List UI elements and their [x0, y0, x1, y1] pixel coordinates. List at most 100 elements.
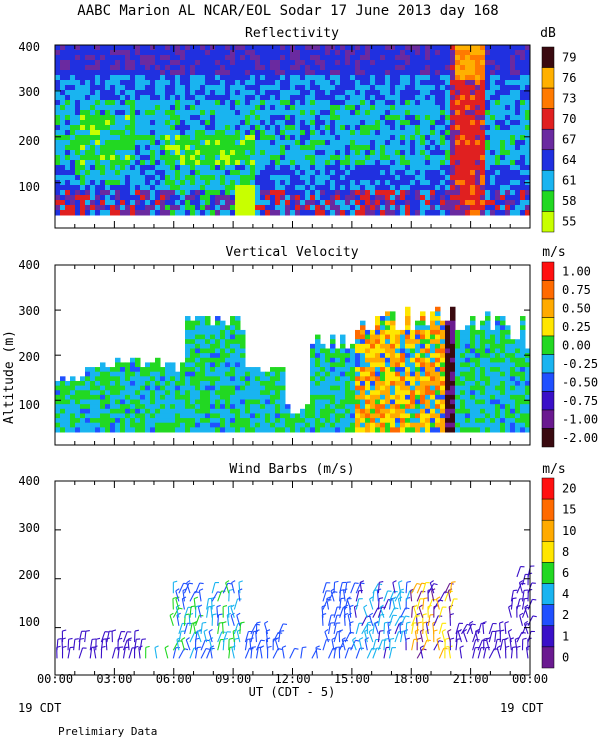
reflectivity-cell: [55, 45, 61, 51]
velocity-cell: [190, 320, 196, 326]
reflectivity-cell: [235, 80, 241, 86]
velocity-cell: [440, 422, 446, 428]
reflectivity-cell: [430, 85, 436, 91]
reflectivity-cell: [210, 150, 216, 156]
reflectivity-cell: [315, 145, 321, 151]
reflectivity-cell: [260, 90, 266, 96]
velocity-cell: [320, 399, 326, 405]
reflectivity-cell: [400, 135, 406, 141]
reflectivity-cell: [60, 80, 66, 86]
velocity-cell: [235, 371, 241, 377]
velocity-cell: [425, 353, 431, 359]
reflectivity-cell: [225, 115, 231, 121]
reflectivity-cell: [235, 125, 241, 131]
reflectivity-cell: [515, 145, 521, 151]
reflectivity-cell: [390, 120, 396, 126]
reflectivity-cell: [245, 155, 251, 161]
reflectivity-cell: [405, 60, 411, 66]
reflectivity-cell: [380, 190, 386, 196]
reflectivity-cell: [440, 105, 446, 111]
reflectivity-cell: [405, 120, 411, 126]
reflectivity-cell: [330, 100, 336, 106]
reflectivity-cell: [355, 135, 361, 141]
reflectivity-cell: [205, 90, 211, 96]
reflectivity-cell: [425, 115, 431, 121]
velocity-cell: [500, 367, 506, 373]
velocity-cell: [210, 367, 216, 373]
reflectivity-cell: [375, 115, 381, 121]
reflectivity-cell: [270, 200, 276, 206]
reflectivity-cell: [110, 80, 116, 86]
colorbar-label: 67: [562, 133, 576, 147]
velocity-cell: [430, 320, 436, 326]
reflectivity-cell: [490, 180, 496, 186]
reflectivity-cell: [330, 195, 336, 201]
velocity-cell: [455, 367, 461, 373]
reflectivity-cell: [445, 205, 451, 211]
velocity-cell: [205, 418, 211, 424]
reflectivity-cell: [330, 115, 336, 121]
velocity-cell: [395, 390, 401, 396]
reflectivity-cell: [70, 75, 76, 81]
reflectivity-cell: [470, 185, 476, 191]
reflectivity-cell: [370, 50, 376, 56]
reflectivity-cell: [315, 125, 321, 131]
velocity-cell: [145, 418, 151, 424]
velocity-cell: [470, 329, 476, 336]
velocity-cell: [150, 390, 156, 396]
velocity-cell: [395, 334, 401, 340]
reflectivity-cell: [175, 100, 181, 106]
velocity-cell: [315, 413, 321, 419]
reflectivity-cell: [85, 125, 91, 131]
reflectivity-cell: [145, 90, 151, 96]
velocity-cell: [270, 376, 276, 382]
reflectivity-cell: [105, 110, 111, 116]
reflectivity-cell: [440, 205, 446, 211]
reflectivity-cell: [265, 110, 271, 116]
velocity-cell: [125, 418, 131, 424]
reflectivity-cell: [130, 65, 136, 71]
velocity-cell: [380, 343, 386, 349]
reflectivity-cell: [195, 65, 201, 71]
velocity-cell: [95, 413, 101, 419]
reflectivity-cell: [185, 125, 191, 131]
reflectivity-cell: [370, 145, 376, 151]
reflectivity-cell: [180, 65, 186, 71]
velocity-cell: [330, 343, 336, 349]
velocity-cell: [65, 408, 71, 414]
reflectivity-cell: [500, 90, 506, 96]
reflectivity-cell: [400, 55, 406, 61]
velocity-cell: [455, 385, 461, 391]
velocity-cell: [215, 385, 221, 391]
reflectivity-cell: [495, 180, 501, 186]
reflectivity-cell: [280, 155, 286, 161]
velocity-cell: [245, 408, 251, 414]
reflectivity-cell: [210, 175, 216, 181]
reflectivity-cell: [215, 185, 221, 191]
velocity-cell: [475, 329, 481, 336]
reflectivity-cell: [160, 190, 166, 196]
velocity-cell: [120, 394, 126, 401]
velocity-cell: [225, 413, 231, 419]
reflectivity-cell: [255, 45, 261, 51]
velocity-cell: [215, 376, 221, 382]
reflectivity-cell: [380, 205, 386, 211]
velocity-cell: [160, 394, 166, 401]
reflectivity-cell: [315, 210, 321, 216]
reflectivity-cell: [435, 45, 441, 51]
reflectivity-cell: [355, 145, 361, 151]
reflectivity-cell: [90, 175, 96, 181]
velocity-cell: [130, 399, 136, 405]
reflectivity-cell: [335, 100, 341, 106]
reflectivity-cell: [485, 150, 491, 156]
reflectivity-cell: [410, 175, 416, 181]
reflectivity-cell: [150, 205, 156, 211]
reflectivity-cell: [70, 165, 76, 171]
reflectivity-cell: [210, 200, 216, 206]
reflectivity-cell: [405, 155, 411, 161]
velocity-cell: [410, 422, 416, 428]
velocity-cell: [390, 353, 396, 359]
reflectivity-cell: [450, 155, 456, 161]
velocity-cell: [175, 385, 181, 391]
